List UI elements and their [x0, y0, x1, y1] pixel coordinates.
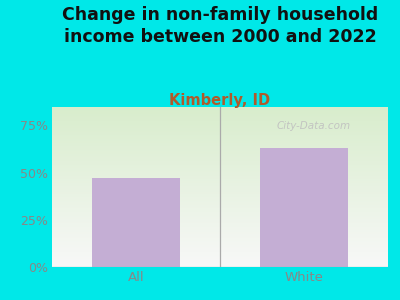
Bar: [260, 148, 348, 267]
Text: Kimberly, ID: Kimberly, ID: [170, 93, 270, 108]
Text: City-Data.com: City-Data.com: [277, 121, 351, 131]
Text: Change in non-family household
income between 2000 and 2022: Change in non-family household income be…: [62, 6, 378, 46]
Bar: [92, 178, 180, 267]
